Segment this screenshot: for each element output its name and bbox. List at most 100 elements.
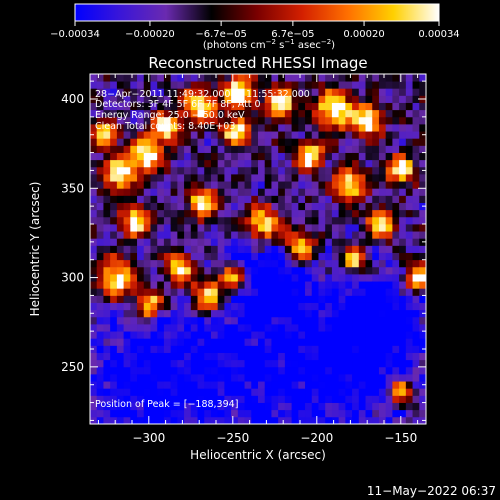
heatmap-cell [352, 331, 360, 339]
heatmap-cell [244, 238, 252, 246]
heatmap-cell [278, 231, 286, 239]
heatmap-cell [385, 252, 393, 261]
heatmap-cell [143, 381, 151, 389]
heatmap-cell [258, 188, 266, 196]
heatmap-cell [358, 224, 366, 232]
heatmap-cell [157, 145, 165, 153]
heatmap-cell [224, 231, 232, 239]
heatmap-cell [123, 266, 131, 275]
heatmap-cell [150, 402, 158, 411]
heatmap-cell [143, 309, 151, 318]
heatmap-cell [338, 359, 346, 368]
heatmap-cell [305, 295, 313, 303]
heatmap-cell [157, 288, 165, 296]
heatmap-cell [291, 338, 299, 346]
heatmap-cell [237, 202, 245, 211]
heatmap-cell [419, 124, 426, 132]
heatmap-cell [184, 202, 192, 211]
heatmap-cell [345, 374, 353, 382]
heatmap-cell [318, 381, 326, 389]
heatmap-cell [177, 288, 185, 296]
heatmap-cell [378, 131, 387, 139]
heatmap-cell [224, 159, 232, 168]
heatmap-cell [264, 374, 272, 382]
heatmap-cell [258, 238, 266, 246]
heatmap-cell [190, 216, 198, 225]
heatmap-cell [143, 152, 151, 161]
heatmap-cell [412, 245, 420, 253]
heatmap-cell [137, 238, 145, 246]
heatmap-cell [345, 95, 353, 103]
heatmap-cell [157, 302, 165, 311]
heatmap-cell [251, 295, 259, 303]
heatmap-cell [103, 81, 111, 89]
observation-annotations: 28−Apr−2011 11:49:32.000 to 11:55:32.000… [95, 89, 310, 410]
heatmap-cell [331, 374, 340, 382]
heatmap-cell [130, 138, 138, 146]
chart-title: Reconstructed RHESSI Image [148, 54, 367, 72]
heatmap-cell [399, 138, 407, 146]
heatmap-cell [291, 74, 299, 82]
heatmap-cell [318, 331, 326, 339]
heatmap-cell [163, 266, 172, 275]
heatmap-cell [184, 245, 192, 253]
heatmap-cell [385, 238, 393, 246]
heatmap-cell [399, 131, 407, 139]
heatmap-cell [96, 345, 104, 353]
heatmap-cell [103, 188, 111, 196]
heatmap-cell [90, 116, 98, 125]
heatmap-cell [318, 274, 326, 282]
heatmap-cell [318, 216, 326, 225]
heatmap-cell [385, 266, 393, 275]
heatmap-cell [365, 159, 373, 168]
heatmap-cell [412, 159, 420, 168]
heatmap-cell [291, 381, 299, 389]
heatmap-cell [311, 145, 319, 153]
heatmap-cell [372, 195, 380, 203]
heatmap-cell [258, 166, 266, 175]
heatmap-cell [237, 245, 245, 253]
heatmap-cell [130, 202, 138, 211]
heatmap-cell [358, 81, 366, 89]
heatmap-cell [251, 238, 259, 246]
heatmap-cell [419, 74, 426, 82]
heatmap-cell [338, 138, 346, 146]
annotation-energy-range: Energy Range: 25.0 − 50.0 keV [95, 110, 245, 121]
heatmap-cell [385, 288, 393, 296]
heatmap-cell [358, 231, 366, 239]
heatmap-cell [190, 81, 198, 89]
heatmap-cell [405, 202, 413, 211]
heatmap-cell [258, 274, 266, 282]
heatmap-cell [217, 409, 225, 418]
heatmap-cell [237, 302, 245, 311]
heatmap-cell [224, 188, 232, 196]
heatmap-cell [298, 331, 306, 339]
heatmap-cell [405, 395, 413, 403]
heatmap-cell [177, 388, 185, 396]
heatmap-cell [197, 102, 205, 111]
heatmap-cell [305, 159, 313, 168]
heatmap-cell [264, 295, 272, 303]
heatmap-cell [251, 324, 259, 332]
heatmap-cell [325, 402, 333, 411]
heatmap-cell [358, 159, 366, 168]
heatmap-cell [271, 159, 279, 168]
heatmap-cell [352, 309, 360, 318]
heatmap-cell [392, 145, 400, 153]
heatmap-cell [130, 116, 138, 125]
heatmap-cell [385, 366, 393, 375]
heatmap-cell [412, 324, 420, 332]
heatmap-cell [258, 302, 266, 311]
heatmap-cell [331, 238, 340, 246]
heatmap-cell [224, 374, 232, 382]
heatmap-cell [338, 324, 346, 332]
heatmap-cell [251, 202, 259, 211]
heatmap-cell [217, 388, 225, 396]
heatmap-cell [258, 102, 266, 111]
heatmap-cell [137, 116, 145, 125]
heatmap-cell [399, 295, 407, 303]
heatmap-cell [419, 252, 426, 261]
heatmap-cell [372, 359, 380, 368]
heatmap-cell [378, 138, 387, 146]
heatmap-cell [372, 95, 380, 103]
